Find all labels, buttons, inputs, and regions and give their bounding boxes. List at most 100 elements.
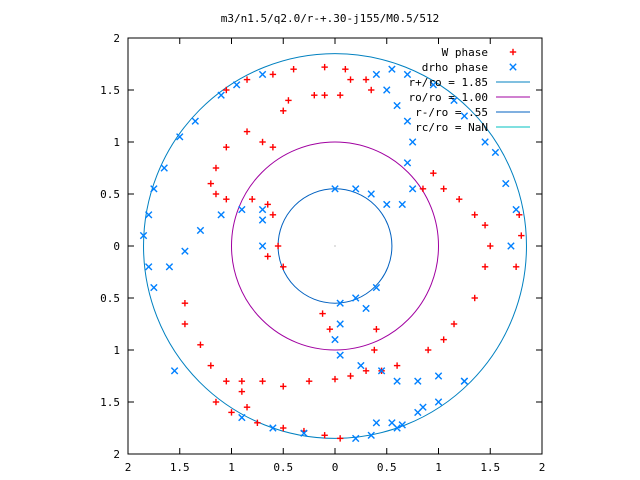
point-1-41	[383, 200, 391, 209]
point-0-48	[430, 170, 437, 177]
point-1-63	[300, 429, 308, 437]
point-1-34	[191, 117, 199, 125]
point-1-16	[372, 283, 381, 292]
point-0-24	[249, 196, 256, 203]
point-0-65	[181, 320, 189, 328]
point-0-49	[440, 185, 447, 192]
point-0-41	[342, 66, 349, 73]
point-0-34	[285, 97, 292, 104]
point-0-51	[471, 211, 478, 218]
point-1-46	[403, 117, 412, 125]
point-0-18	[319, 310, 326, 317]
point-1-38	[331, 185, 339, 193]
point-0-17	[326, 326, 334, 333]
point-0-47	[419, 185, 427, 192]
legend-label-0: W phase	[442, 46, 488, 59]
point-0-36	[321, 92, 328, 99]
point-0-67	[207, 362, 214, 369]
point-0-40	[362, 76, 370, 83]
point-0-38	[347, 76, 354, 83]
point-0-28	[212, 164, 220, 172]
point-1-18	[336, 299, 344, 307]
point-0-56	[450, 320, 458, 328]
point-0-53	[487, 242, 494, 250]
point-1-56	[491, 148, 500, 157]
point-1-22	[238, 205, 246, 214]
point-1-67	[460, 377, 469, 385]
point-0-11	[305, 378, 313, 385]
point-1-15	[362, 304, 370, 313]
point-0-5	[228, 409, 235, 416]
point-1-23	[217, 211, 225, 219]
point-0-52	[481, 222, 489, 229]
point-0-32	[269, 144, 277, 151]
y-tick-label-3: 0.5	[100, 188, 120, 201]
y-tick-label-1: 1.5	[100, 84, 120, 97]
point-1-28	[145, 263, 153, 271]
point-1-58	[512, 205, 520, 214]
point-0-31	[259, 138, 266, 146]
point-0-43	[290, 66, 297, 73]
legend-swatch-0	[509, 48, 517, 56]
point-1-62	[269, 424, 277, 432]
point-0-15	[371, 346, 378, 354]
legend-label-4: r-/ro = .55	[415, 106, 488, 119]
point-0-66	[197, 341, 204, 348]
point-0-29	[223, 144, 230, 151]
legend-label-2: r+/ro = 1.85	[409, 76, 488, 89]
y-tick-label-2: 1	[113, 136, 120, 149]
point-1-42	[398, 200, 406, 209]
point-1-7	[434, 372, 443, 380]
point-0-33	[280, 107, 287, 114]
point-0-30	[243, 128, 251, 135]
data-points	[139, 63, 525, 443]
point-1-36	[232, 81, 241, 89]
point-0-13	[347, 372, 354, 380]
point-1-50	[388, 65, 396, 73]
point-1-3	[398, 421, 406, 429]
x-tick-label-2: 1	[228, 461, 235, 474]
point-1-19	[258, 242, 267, 250]
point-0-20	[264, 253, 271, 260]
point-0-22	[269, 211, 277, 218]
y-tick-label-7: 1.5	[100, 396, 120, 409]
point-0-7	[238, 388, 246, 395]
point-0-54	[481, 263, 489, 270]
point-1-8	[414, 377, 422, 385]
point-0-64	[181, 300, 189, 307]
point-1-40	[367, 190, 375, 198]
point-0-45	[243, 76, 251, 83]
x-tick-label-1: 1.5	[170, 461, 190, 474]
point-0-35	[311, 92, 318, 99]
legend-swatch-1	[509, 63, 517, 71]
point-1-57	[502, 179, 510, 188]
y-tick-label-5: 0.5	[100, 292, 120, 305]
legend: W phase drho phase r+/ro = 1.85 ro/ro = 1.0…	[409, 46, 530, 134]
legend-label-1: drho phase	[422, 61, 488, 74]
point-0-25	[223, 196, 230, 203]
circle-0	[143, 53, 527, 439]
point-1-44	[403, 159, 412, 167]
point-0-55	[471, 294, 478, 302]
point-0-37	[336, 92, 344, 99]
point-1-32	[160, 164, 168, 172]
point-1-66	[419, 403, 427, 411]
x-tick-label-8: 2	[539, 461, 546, 474]
circle-1	[231, 141, 439, 351]
point-0-39	[368, 86, 375, 94]
point-1-5	[434, 398, 443, 406]
point-1-25	[181, 247, 189, 255]
point-1-39	[352, 185, 360, 193]
point-1-13	[331, 335, 339, 344]
point-1-11	[357, 361, 365, 370]
point-1-49	[372, 70, 381, 79]
point-1-52	[429, 81, 438, 89]
point-1-47	[393, 101, 401, 110]
point-1-24	[196, 226, 205, 235]
point-0-4	[254, 419, 261, 426]
point-1-17	[352, 294, 360, 302]
point-0-27	[207, 180, 214, 187]
point-1-53	[450, 96, 458, 105]
point-0-16	[373, 326, 380, 333]
point-1-14	[336, 320, 344, 328]
